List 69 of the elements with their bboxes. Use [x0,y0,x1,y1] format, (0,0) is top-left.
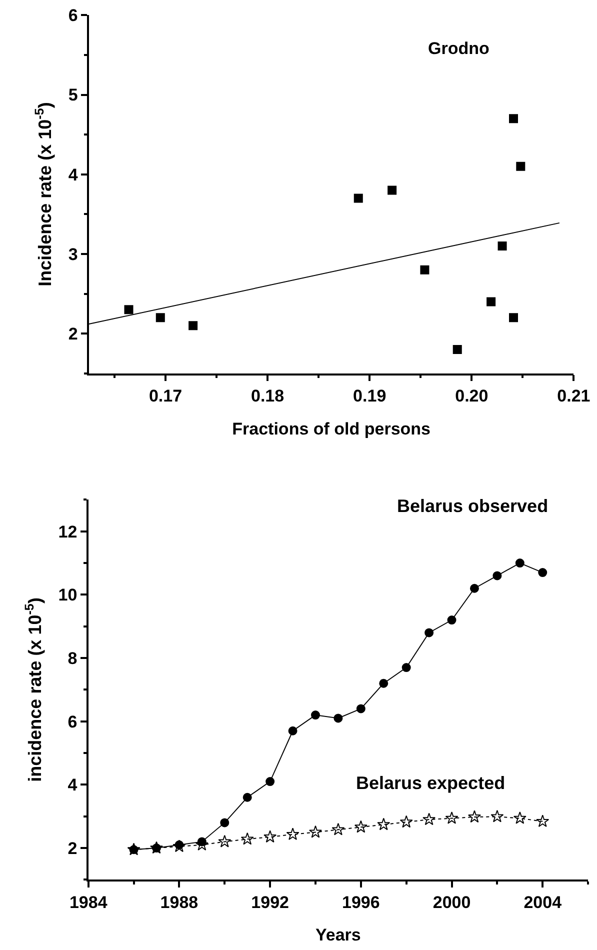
point [452,344,462,354]
point [498,242,507,251]
y-tick-label: 10 [58,586,78,605]
point [354,194,363,203]
point [422,812,436,826]
text: Belarus observed [397,496,548,516]
x-tick-label: 0.19 [353,386,386,406]
point [515,558,524,568]
point [288,726,298,736]
x-tick-label: 1996 [342,892,380,912]
point [308,825,322,838]
x-axis-title: Fractions of old persons [232,419,431,438]
y-tick-label: 8 [68,648,78,668]
point [509,313,518,322]
point [218,834,232,848]
point [490,810,504,822]
x-tick-label: 2004 [524,892,562,912]
y-tick-label: 4 [68,165,78,184]
point [492,571,502,580]
x-tick-label: 0.18 [251,386,284,406]
point [286,828,300,840]
point [538,568,548,578]
point [377,818,390,830]
point [188,321,198,330]
y-tick-label: 4 [68,776,78,795]
point [356,704,366,714]
point [124,305,134,314]
x-tick-label: 0.17 [148,386,182,406]
text: Grodno [428,39,490,58]
point [334,714,343,723]
point [266,777,275,786]
x-tick-label: 0.20 [455,386,488,406]
point [388,186,397,195]
point [156,313,165,322]
point [509,114,518,124]
y-tick-label: 6 [68,6,78,26]
y-tick-label: 6 [68,712,78,732]
point [447,616,456,625]
point [420,265,430,274]
series-label: Belarus expected [356,773,506,793]
point [486,297,496,306]
point [536,814,550,828]
x-tick-label: 1992 [251,892,289,912]
y-tick-label: 2 [68,324,78,344]
y-tick-label: 5 [68,86,78,105]
point [402,663,411,672]
point [332,822,345,836]
x-tick-label: 1984 [69,892,108,912]
point [220,818,230,828]
x-tick-label: 2000 [432,892,471,912]
x-tick-label: 0.21 [557,386,590,406]
point [264,830,277,843]
y-tick-label: 12 [58,522,78,542]
point [240,832,254,845]
point [242,792,252,802]
point [470,584,479,593]
x-tick-label: 1988 [160,892,198,912]
y-tick-label: 3 [68,244,78,264]
point [513,811,526,824]
y-tick-label: 2 [68,838,78,858]
point [354,820,368,833]
point [445,811,458,824]
point [310,710,320,720]
point [468,810,481,823]
point [516,162,526,171]
point [424,628,434,638]
point [379,678,388,688]
x-axis-title: Years [316,926,361,945]
point [400,815,413,828]
